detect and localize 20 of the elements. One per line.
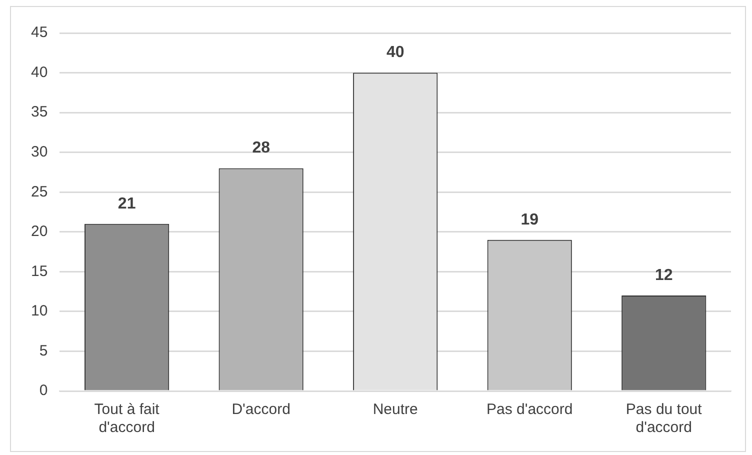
x-tick-label: Pas d'accord [486,401,573,418]
y-tick-label: 30 [30,143,48,160]
y-tick-label: 15 [30,262,48,280]
x-tick-label: D'accord [232,401,290,418]
y-tick-label: 5 [39,342,48,360]
x-tick-label: Tout à fait d'accord [94,401,160,436]
data-label: 12 [654,266,673,284]
y-tick-label: 35 [30,104,48,121]
data-label: 40 [386,44,404,62]
y-tick-label: 25 [30,183,48,200]
x-tick-label: Neutre [372,401,418,418]
y-tick-label: 20 [30,223,48,240]
y-tick-label: 0 [39,382,48,400]
data-label: 19 [520,211,539,228]
data-label: 28 [252,140,270,157]
x-tick-label: Pas du tout d'accord [626,401,703,436]
y-tick-label: 45 [30,24,48,42]
y-tick-label: 40 [30,64,48,81]
y-tick-label: 10 [30,302,48,320]
data-label: 21 [118,195,136,212]
